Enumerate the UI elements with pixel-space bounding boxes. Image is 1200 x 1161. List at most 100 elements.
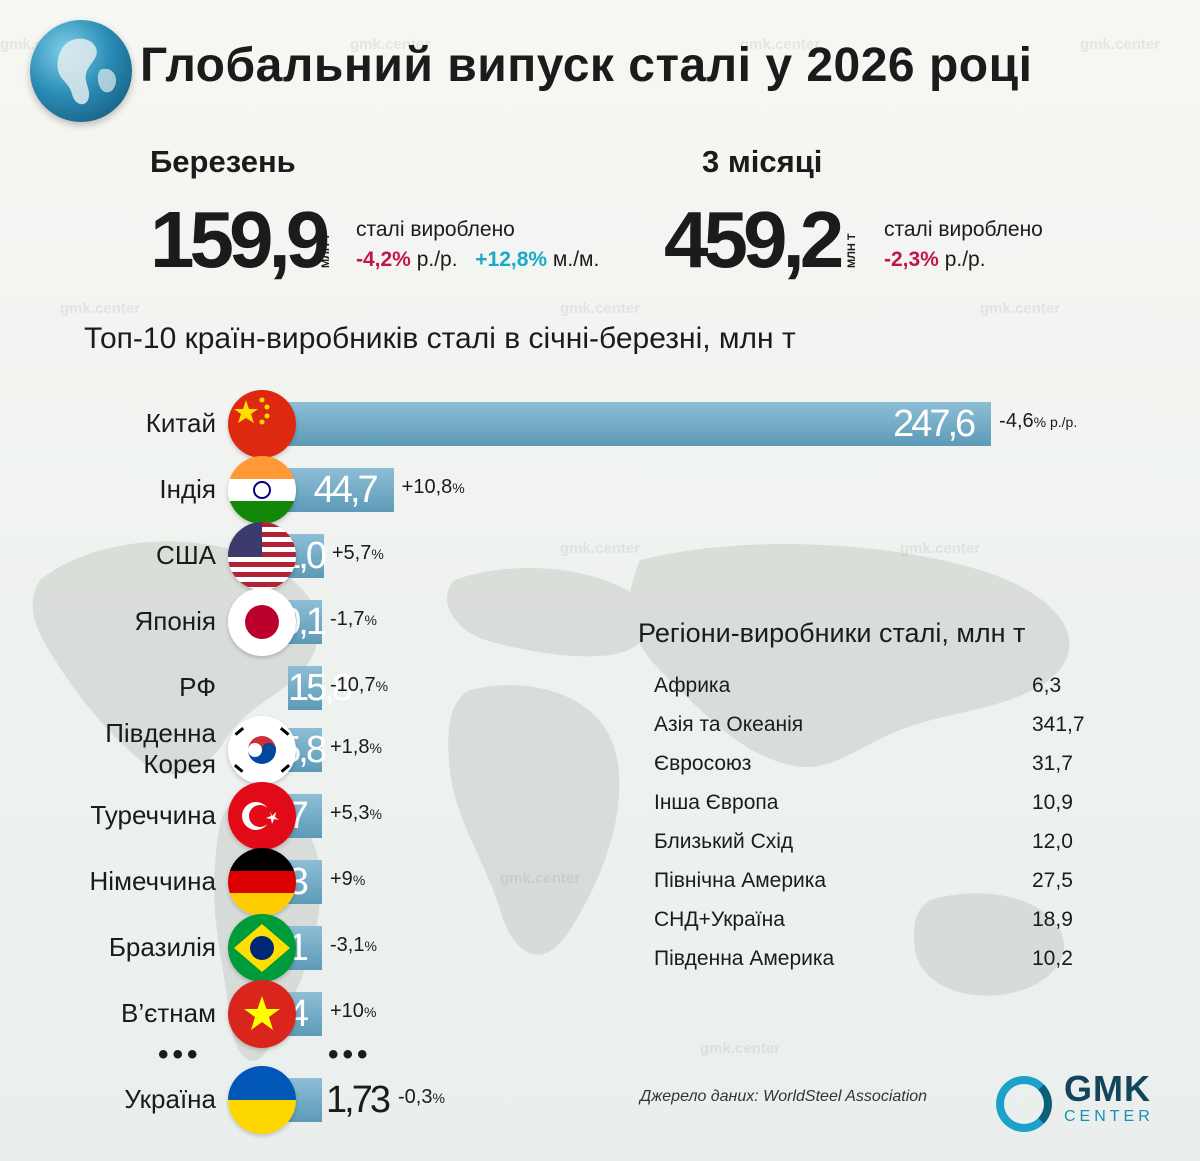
region-row: Північна Америка 27,5 bbox=[654, 869, 1104, 899]
region-name: Азія та Океанія bbox=[654, 713, 804, 736]
change-label: +5,3% bbox=[330, 802, 382, 825]
region-name: Північна Америка bbox=[654, 869, 827, 892]
watermark: gmk.center bbox=[60, 300, 141, 317]
change-unit: % bbox=[369, 806, 382, 822]
region-value: 18,9 bbox=[1032, 908, 1073, 931]
change-value: -4,6 bbox=[999, 410, 1034, 432]
change-value: +10 bbox=[330, 1000, 364, 1022]
region-row: СНД+Україна 18,9 bbox=[654, 908, 1104, 938]
watermark: gmk.center bbox=[560, 300, 641, 317]
change-unit: % bbox=[364, 938, 377, 954]
change-value: +1,8 bbox=[330, 736, 370, 758]
region-name: Близький Схід bbox=[654, 830, 794, 853]
change-value: +9 bbox=[330, 868, 353, 890]
change-label: +1,8% bbox=[330, 736, 382, 759]
region-row: Близький Схід 12,0 bbox=[654, 830, 1104, 860]
kpi-march-mom-suffix: м./м. bbox=[552, 248, 600, 271]
change-value: -1,7 bbox=[330, 608, 365, 630]
region-value: 31,7 bbox=[1032, 752, 1073, 775]
ellipsis-left: ••• bbox=[158, 1038, 202, 1071]
country-label: РФ bbox=[179, 672, 216, 702]
change-unit: % bbox=[364, 612, 377, 628]
kpi-march-unit: МЛН Т bbox=[320, 233, 332, 268]
bar-value-label: 44,7 bbox=[313, 469, 379, 511]
kpi-3m-yoy: -2,3% bbox=[884, 248, 939, 271]
regions-title: Регіони-виробники сталі, млн т bbox=[638, 618, 1026, 648]
kpi-3m-unit: МЛН Т bbox=[846, 233, 858, 268]
change-value: -0,3 bbox=[398, 1086, 433, 1108]
bar bbox=[262, 402, 992, 446]
page-title: Глобальний випуск сталі у 2026 році bbox=[140, 39, 1033, 92]
region-value: 12,0 bbox=[1032, 830, 1073, 853]
usa-flag-icon bbox=[228, 522, 296, 590]
region-name: Африка bbox=[654, 674, 731, 697]
kpi-march-value: 159,9 bbox=[150, 195, 330, 284]
region-row: Інша Європа 10,9 bbox=[654, 791, 1104, 821]
source-note: Джерело даних: WorldSteel Association bbox=[640, 1088, 928, 1105]
change-value: -3,1 bbox=[330, 934, 365, 956]
region-value: 10,9 bbox=[1032, 791, 1073, 814]
gmk-logo-name: GMK bbox=[1064, 1068, 1151, 1109]
china-flag-icon bbox=[228, 390, 296, 458]
change-unit: % bbox=[371, 546, 384, 562]
india-flag-icon bbox=[228, 456, 296, 524]
change-value: +5,3 bbox=[330, 802, 370, 824]
region-row: Азія та Океанія 341,7 bbox=[654, 713, 1104, 743]
vietnam-flag-icon bbox=[228, 980, 296, 1048]
change-unit: % bbox=[352, 872, 366, 888]
germany-flag-icon bbox=[228, 848, 296, 916]
change-unit: % bbox=[432, 1090, 445, 1106]
kpi-3m-value: 459,2 bbox=[664, 195, 844, 284]
kpi-march-yoy: -4,2% bbox=[356, 248, 411, 271]
region-value: 10,2 bbox=[1032, 947, 1073, 970]
change-value: -10,7 bbox=[330, 674, 376, 696]
bar bbox=[288, 666, 322, 710]
region-value: 6,3 bbox=[1032, 674, 1062, 697]
country-label: Туреччина bbox=[90, 800, 216, 830]
region-row: Південна Америка 10,2 bbox=[654, 947, 1104, 977]
bar-value-label: 15,8 bbox=[288, 666, 353, 710]
kpi-march-label: Березень bbox=[150, 144, 296, 179]
country-label: США bbox=[156, 540, 216, 570]
watermark: gmk.center bbox=[980, 300, 1061, 317]
kpi-march-changes: -4,2% р./р. +12,8% м./м. bbox=[356, 248, 599, 272]
region-value: 341,7 bbox=[1032, 713, 1085, 736]
region-value: 27,5 bbox=[1032, 869, 1073, 892]
watermark: gmk.center bbox=[1080, 36, 1161, 53]
region-row: Євросоюз 31,7 bbox=[654, 752, 1104, 782]
brazil-flag-icon bbox=[228, 914, 296, 982]
kpi-3m-yoy-suffix: р./р. bbox=[944, 248, 986, 271]
country-label: Бразилія bbox=[108, 932, 216, 962]
change-unit: % bbox=[363, 1004, 377, 1020]
country-label: В’єтнам bbox=[121, 998, 216, 1028]
kpi-3m-text: сталі вироблено bbox=[884, 218, 1043, 241]
kpi-3m-changes: -2,3% р./р. bbox=[884, 248, 986, 272]
change-label: -1,7% bbox=[330, 608, 377, 631]
change-value: +5,7 bbox=[331, 542, 372, 564]
kpi-march-text: сталі вироблено bbox=[356, 218, 515, 241]
change-value: +10,8 bbox=[401, 476, 453, 498]
gmk-logo-ring-icon bbox=[996, 1076, 1052, 1132]
south-korea-flag-icon bbox=[228, 716, 296, 784]
kpi-march-mom: +12,8% bbox=[475, 248, 548, 271]
gmk-logo-sub: CENTER bbox=[1064, 1108, 1154, 1125]
region-name: Євросоюз bbox=[654, 752, 752, 775]
kpi-3m-label: 3 місяці bbox=[702, 144, 823, 179]
change-label: -3,1% bbox=[330, 934, 377, 957]
ukraine-flag-icon bbox=[228, 1066, 296, 1134]
change-label: +9% bbox=[330, 868, 365, 891]
change-label: +10,8% bbox=[402, 476, 465, 499]
change-label: -4,6% р./р. bbox=[999, 410, 1077, 433]
change-label: +10% bbox=[330, 1000, 376, 1023]
country-label: Японія bbox=[134, 606, 216, 636]
region-name: СНД+Україна bbox=[654, 908, 785, 931]
change-label: +5,7% bbox=[332, 542, 384, 565]
change-unit: % bbox=[369, 740, 382, 756]
change-unit: % bbox=[375, 678, 389, 694]
change-unit: % bbox=[452, 480, 465, 496]
country-label: Німеччина bbox=[89, 866, 216, 896]
turkey-flag-icon bbox=[228, 782, 296, 850]
country-label: Індія bbox=[159, 474, 216, 504]
chart-title: Топ-10 країн-виробників сталі в січні-бе… bbox=[84, 322, 796, 355]
region-row: Африка 6,3 bbox=[654, 674, 1104, 704]
